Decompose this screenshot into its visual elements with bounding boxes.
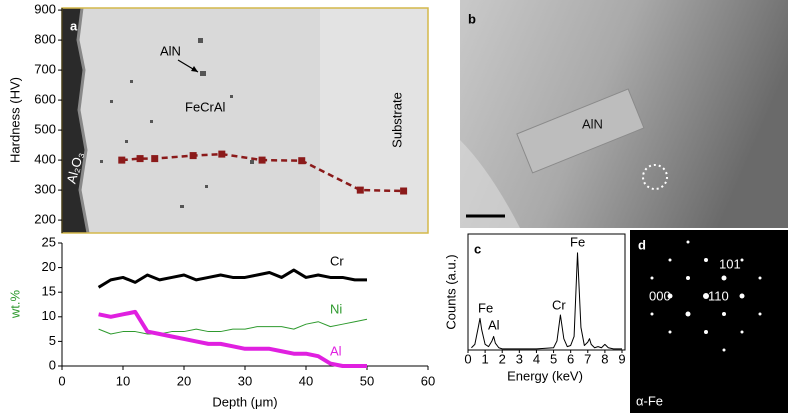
diffraction-pattern bbox=[630, 230, 788, 413]
y-axis-label: Counts (a.u.) bbox=[443, 254, 458, 329]
series-label: Cr bbox=[330, 253, 344, 268]
annotation: a bbox=[70, 18, 78, 33]
peak-label: Fe bbox=[570, 234, 585, 249]
y-tick-label: 0 bbox=[49, 357, 56, 372]
tem-edge bbox=[460, 0, 520, 228]
annotation: Substrate bbox=[389, 92, 404, 148]
series-line bbox=[471, 252, 622, 350]
series-label: Ni bbox=[330, 301, 342, 316]
y-tick-label: 300 bbox=[34, 182, 56, 197]
sad-area bbox=[642, 164, 668, 190]
y-tick-label: 15 bbox=[42, 284, 56, 299]
panel-label: b bbox=[468, 11, 476, 26]
data-point bbox=[151, 155, 159, 163]
substrate-region bbox=[320, 8, 428, 233]
phase-label: α-Fe bbox=[636, 393, 663, 408]
spot-index: 110 bbox=[708, 288, 729, 303]
series-line bbox=[98, 318, 368, 335]
y-tick-label: 200 bbox=[34, 212, 56, 227]
series-line bbox=[98, 309, 367, 368]
peak-label: Cr bbox=[552, 297, 566, 312]
y-tick-label: 500 bbox=[34, 122, 56, 137]
y-tick-label: 5 bbox=[49, 333, 56, 348]
annotation: FeCrAl bbox=[185, 99, 226, 114]
data-point bbox=[356, 186, 364, 194]
y-tick-label: 20 bbox=[42, 259, 56, 274]
diffraction-spots bbox=[650, 240, 762, 352]
x-tick-label: 6 bbox=[567, 351, 574, 366]
series-label: Al bbox=[330, 343, 342, 358]
x-tick-label: 3 bbox=[516, 351, 523, 366]
x-tick-label: 9 bbox=[618, 351, 625, 366]
x-tick-label: 0 bbox=[58, 373, 65, 388]
x-tick-label: 5 bbox=[550, 351, 557, 366]
x-axis-label: Depth (μm) bbox=[212, 394, 277, 409]
spot-index: 000 bbox=[649, 288, 671, 303]
x-tick-label: 10 bbox=[116, 373, 130, 388]
data-point bbox=[136, 155, 144, 163]
aln-grain bbox=[516, 88, 645, 174]
y-tick-label: 600 bbox=[34, 92, 56, 107]
spot-index: 101 bbox=[719, 256, 741, 271]
annotation: AlN bbox=[582, 116, 603, 131]
x-tick-label: 2 bbox=[499, 351, 506, 366]
x-tick-label: 60 bbox=[421, 373, 435, 388]
y-tick-label: 10 bbox=[42, 308, 56, 323]
x-tick-label: 1 bbox=[481, 351, 488, 366]
data-point bbox=[298, 157, 306, 165]
y-axis-label: Hardness (HV) bbox=[7, 77, 22, 163]
data-point bbox=[218, 150, 226, 158]
x-tick-label: 8 bbox=[601, 351, 608, 366]
y-tick-label: 800 bbox=[34, 32, 56, 47]
x-tick-label: 50 bbox=[360, 373, 374, 388]
arrowhead bbox=[191, 66, 198, 72]
y-tick-label: 400 bbox=[34, 152, 56, 167]
data-point bbox=[118, 156, 126, 164]
x-tick-label: 30 bbox=[238, 373, 252, 388]
x-tick-label: 40 bbox=[299, 373, 313, 388]
data-point bbox=[258, 156, 266, 164]
particles bbox=[100, 38, 254, 208]
panel-label: d bbox=[638, 237, 646, 252]
data-point bbox=[400, 187, 408, 195]
peak-label: Al bbox=[488, 317, 500, 332]
series-line bbox=[97, 268, 367, 289]
peak-label: Fe bbox=[478, 300, 493, 315]
x-axis-label: Energy (keV) bbox=[507, 368, 583, 383]
y-tick-label: 900 bbox=[34, 2, 56, 17]
x-tick-label: 0 bbox=[464, 351, 471, 366]
y-axis-label: wt.% bbox=[7, 289, 22, 319]
data-point bbox=[189, 152, 197, 160]
panel-label: c bbox=[474, 241, 481, 256]
x-tick-label: 4 bbox=[533, 351, 540, 366]
oxide-edge bbox=[76, 7, 90, 234]
annotation: AlN bbox=[160, 43, 181, 58]
x-tick-label: 20 bbox=[177, 373, 191, 388]
spectrum-frame bbox=[467, 233, 626, 351]
x-tick-label: 7 bbox=[584, 351, 591, 366]
y-tick-label: 25 bbox=[42, 234, 56, 249]
y-tick-label: 700 bbox=[34, 62, 56, 77]
